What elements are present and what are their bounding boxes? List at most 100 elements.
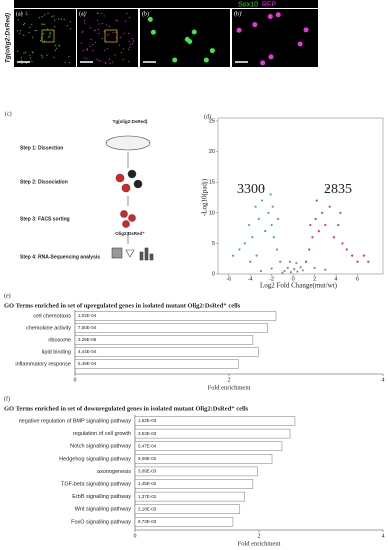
x-tick-label: 6 bbox=[356, 276, 359, 282]
cell-dot bbox=[150, 29, 156, 35]
cell-dot bbox=[60, 18, 62, 20]
cell-dot bbox=[104, 49, 106, 52]
cell-dot bbox=[66, 25, 68, 27]
cell-dot bbox=[209, 48, 215, 54]
cell-dot bbox=[19, 32, 21, 35]
cell-dot bbox=[115, 19, 117, 21]
cell-dot bbox=[127, 48, 130, 51]
cell-dot bbox=[97, 12, 99, 15]
panel-label: (b)' bbox=[234, 10, 242, 17]
bar bbox=[134, 416, 296, 426]
p-value: 3,09E-03 bbox=[138, 469, 157, 474]
cell-dot bbox=[54, 19, 56, 21]
point bbox=[317, 230, 320, 233]
point bbox=[270, 267, 273, 270]
panel-label: (d) bbox=[204, 113, 211, 120]
cell-dot bbox=[17, 19, 19, 21]
point bbox=[248, 223, 251, 227]
cell-dot bbox=[236, 27, 242, 33]
point bbox=[296, 270, 299, 273]
point bbox=[304, 260, 308, 263]
cell-dot bbox=[108, 25, 111, 28]
cell-dot bbox=[82, 49, 84, 52]
panel-label: (b) bbox=[142, 10, 149, 17]
p-value: 2,18E-03 bbox=[138, 506, 157, 511]
point bbox=[272, 236, 275, 239]
cell-dot bbox=[90, 38, 92, 41]
cell-dot bbox=[100, 60, 102, 62]
cell-dot bbox=[23, 34, 25, 36]
cell-dot bbox=[20, 59, 23, 61]
cell-dot bbox=[54, 26, 56, 28]
point bbox=[261, 187, 265, 190]
micrograph bbox=[14, 9, 76, 67]
cell-dot bbox=[19, 29, 22, 32]
cell-dot bbox=[49, 34, 51, 36]
x-axis-label: Fold enrichment bbox=[238, 540, 281, 547]
cell-dot bbox=[123, 32, 125, 35]
cell-dot bbox=[297, 41, 303, 47]
point bbox=[337, 223, 340, 227]
point bbox=[254, 205, 257, 208]
point bbox=[231, 254, 235, 257]
fish-label: Tg(olig2:DsRed) bbox=[113, 119, 148, 124]
bar bbox=[74, 359, 239, 369]
cell-dot bbox=[89, 27, 91, 29]
cell-dot bbox=[122, 58, 124, 61]
cell-dot bbox=[42, 23, 44, 25]
cell-dot bbox=[84, 22, 86, 24]
point bbox=[315, 199, 318, 202]
inset-box bbox=[104, 29, 118, 43]
cell-dot bbox=[69, 28, 72, 30]
micrograph bbox=[140, 9, 230, 67]
point bbox=[345, 248, 348, 251]
channel-bar bbox=[14, 0, 318, 8]
cell-dot bbox=[116, 20, 118, 22]
cell-dot bbox=[53, 56, 55, 58]
cell-dot bbox=[58, 44, 60, 46]
bar bbox=[74, 323, 268, 333]
x-axis-label: Fold enrichment bbox=[208, 384, 251, 391]
cell-dot bbox=[25, 62, 28, 64]
category-label: Hedgehog signalling pathway bbox=[59, 456, 131, 462]
category-label: lipid binding bbox=[42, 349, 71, 355]
point bbox=[367, 260, 370, 263]
cell-dot bbox=[21, 62, 23, 65]
x-tick-label: 2 bbox=[313, 276, 316, 282]
cell-dot bbox=[81, 31, 83, 33]
bar bbox=[134, 491, 245, 502]
cell-dot bbox=[103, 15, 105, 17]
cell-dot bbox=[39, 40, 42, 42]
cell-dot bbox=[94, 29, 96, 31]
step: Step 3: FACS sorting bbox=[20, 216, 70, 222]
bar bbox=[134, 504, 241, 514]
point bbox=[332, 236, 336, 239]
cell-dot bbox=[108, 33, 110, 35]
point bbox=[270, 223, 273, 227]
point bbox=[328, 205, 331, 208]
cell-dot bbox=[29, 57, 31, 59]
point bbox=[351, 254, 354, 257]
up-count: 2835 bbox=[324, 182, 352, 197]
point bbox=[308, 248, 311, 251]
cell-dot bbox=[25, 51, 27, 53]
cell-dot bbox=[41, 56, 44, 58]
cell-dot bbox=[55, 47, 58, 49]
cell-dot bbox=[132, 43, 134, 45]
y-axis-label: -Log10(padj) bbox=[201, 178, 209, 216]
cell-dot bbox=[32, 36, 34, 38]
cell-dot bbox=[22, 24, 25, 26]
point bbox=[279, 260, 282, 263]
cell-dot bbox=[58, 18, 60, 20]
bar bbox=[74, 335, 254, 345]
panel-label: (a)' bbox=[79, 10, 87, 17]
step: Step 2: Dissociation bbox=[20, 179, 68, 185]
point bbox=[286, 266, 289, 269]
p-value: 7,50E-04 bbox=[78, 325, 97, 330]
point bbox=[313, 266, 316, 269]
cell-dot bbox=[28, 31, 30, 34]
cell-dot bbox=[132, 40, 135, 42]
cell-dot bbox=[31, 23, 33, 25]
point bbox=[267, 211, 270, 214]
